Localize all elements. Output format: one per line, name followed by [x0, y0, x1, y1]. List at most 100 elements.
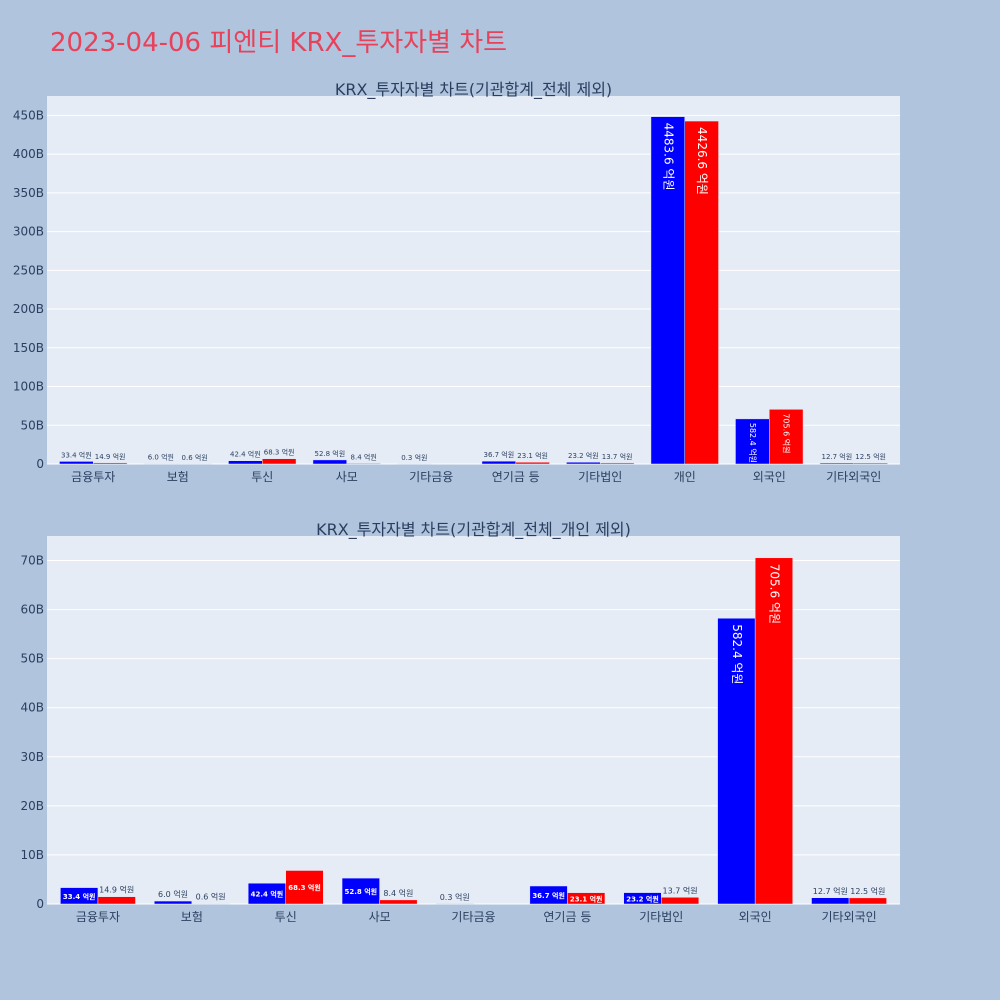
bar-value-label: 42.4 억원 — [251, 890, 284, 899]
bar-value-label: 36.7 억원 — [532, 891, 565, 900]
bar-value-label: 33.4 억원 — [63, 892, 96, 901]
bar-value-label: 0.6 억원 — [196, 892, 226, 902]
y-tick-label: 0 — [36, 897, 44, 911]
y-tick-label: 60B — [20, 603, 44, 617]
bar-buy — [717, 617, 756, 905]
x-tick-label: 보험 — [167, 470, 189, 484]
bar-buy — [650, 116, 686, 465]
x-tick-label: 기타금융 — [409, 470, 453, 484]
bar-sell — [285, 870, 324, 905]
bar-buy — [228, 460, 263, 465]
bar-buy — [566, 461, 601, 465]
bar-sell — [600, 462, 635, 465]
bar-value-label: 14.9 억원 — [95, 452, 126, 461]
x-tick-label: 투신 — [275, 910, 297, 924]
bar-value-label: 52.8 억원 — [314, 449, 345, 458]
y-tick-label: 20B — [20, 799, 44, 813]
bar-sell — [97, 896, 136, 905]
x-tick-label: 연기금 등 — [492, 470, 540, 484]
bar-value-label: 6.0 억원 — [158, 889, 188, 899]
bar-sell — [346, 463, 381, 465]
bar-buy — [312, 459, 348, 465]
x-tick-label: 투신 — [251, 470, 273, 484]
x-tick-label: 사모 — [336, 470, 358, 484]
x-tick-label: 기타외국인 — [826, 470, 881, 484]
bar-value-label: 6.0 억원 — [148, 453, 174, 462]
bar-sell — [379, 899, 418, 905]
chart-title: KRX_투자자별 차트(기관합계_전체_개인 제외) — [316, 520, 631, 540]
bar-value-label: 23.2 억원 — [626, 894, 659, 903]
x-tick-label: 기타금융 — [451, 910, 495, 924]
chart-title: KRX_투자자별 차트(기관합계_전체 제외) — [335, 80, 612, 100]
x-tick-label: 기타법인 — [578, 470, 622, 484]
x-tick-label: 기타외국인 — [821, 910, 876, 924]
x-tick-label: 연기금 등 — [543, 910, 591, 924]
bar-buy — [341, 877, 380, 905]
bar-sell — [754, 557, 793, 905]
x-tick-label: 개인 — [674, 470, 696, 484]
bar-value-label: 8.4 억원 — [351, 452, 377, 461]
bar-value-label: 12.7 억원 — [821, 452, 852, 461]
bar-value-label: 12.7 억원 — [813, 886, 848, 896]
bar-sell — [567, 892, 606, 905]
bar-value-label: 33.4 억원 — [61, 450, 92, 459]
x-tick-label: 외국인 — [739, 910, 772, 924]
bar-value-label: 68.3 억원 — [264, 448, 295, 457]
bar-buy — [811, 897, 850, 905]
bar-buy — [735, 418, 770, 465]
y-tick-label: 30B — [20, 750, 44, 764]
y-tick-label: 300B — [13, 225, 44, 239]
bar-value-label: 23.2 억원 — [568, 451, 599, 460]
x-tick-label: 사모 — [369, 910, 391, 924]
bar-sell — [769, 409, 804, 465]
bar-value-label: 12.5 억원 — [850, 886, 885, 896]
y-tick-label: 400B — [13, 147, 44, 161]
bar-buy — [60, 887, 99, 905]
bar-sell — [684, 120, 719, 465]
y-tick-label: 100B — [13, 380, 44, 394]
bar-value-label: 8.4 억원 — [383, 888, 413, 898]
x-tick-label: 보험 — [181, 910, 203, 924]
bar-value-label: 68.3 억원 — [288, 883, 321, 892]
y-tick-label: 40B — [20, 701, 44, 715]
bar-value-label: 4483.6 억원 — [661, 123, 675, 191]
y-tick-label: 70B — [20, 554, 44, 568]
y-tick-label: 350B — [13, 186, 44, 200]
bar-buy — [59, 461, 94, 465]
x-tick-label: 기타법인 — [639, 910, 683, 924]
bar-value-label: 36.7 억원 — [483, 450, 514, 459]
y-tick-label: 250B — [13, 263, 44, 277]
bar-buy — [154, 900, 193, 905]
bar-value-label: 13.7 억원 — [663, 885, 698, 895]
y-tick-label: 450B — [13, 108, 44, 122]
bar-sell — [848, 897, 887, 905]
x-tick-label: 금융투자 — [71, 470, 115, 484]
bar-value-label: 23.1 억원 — [570, 894, 603, 903]
bar-value-label: 0.3 억원 — [440, 892, 470, 902]
x-tick-label: 금융투자 — [76, 910, 120, 924]
bar-sell — [93, 462, 128, 465]
bar-value-label: 14.9 억원 — [99, 885, 134, 895]
bar-value-label: 12.5 억원 — [855, 452, 886, 461]
bar-value-label: 13.7 억원 — [602, 452, 633, 461]
y-tick-label: 50B — [20, 652, 44, 666]
bar-sell — [853, 462, 888, 465]
page-title: 2023-04-06 피엔티 KRX_투자자별 차트 — [50, 28, 508, 58]
y-tick-label: 50B — [20, 418, 44, 432]
bar-value-label: 52.8 억원 — [345, 887, 378, 896]
y-tick-label: 10B — [20, 848, 44, 862]
bar-value-label: 705.6 억원 — [782, 413, 792, 453]
bar-buy — [819, 462, 855, 465]
plot-area — [47, 96, 900, 464]
chart-investor-excl-individual: KRX_투자자별 차트(기관합계_전체_개인 제외) 0 10B 20B 30B 40B 5… — [20, 520, 900, 924]
bar-value-label: 705.6 억원 — [767, 564, 781, 624]
bar-sell — [262, 458, 297, 465]
bar-value-label: 42.4 억원 — [230, 450, 261, 459]
bar-sell — [661, 897, 700, 905]
bar-value-label: 23.1 억원 — [517, 451, 548, 460]
bar-value-label: 582.4 억원 — [730, 624, 744, 684]
bar-value-label: 0.3 억원 — [401, 453, 427, 462]
bar-value-label: 0.6 억원 — [182, 453, 208, 462]
chart-investor-all: KRX_투자자별 차트(기관합계_전체 제외) 0 50B 100B 150B 200B 2… — [13, 80, 900, 484]
y-tick-label: 150B — [13, 341, 44, 355]
